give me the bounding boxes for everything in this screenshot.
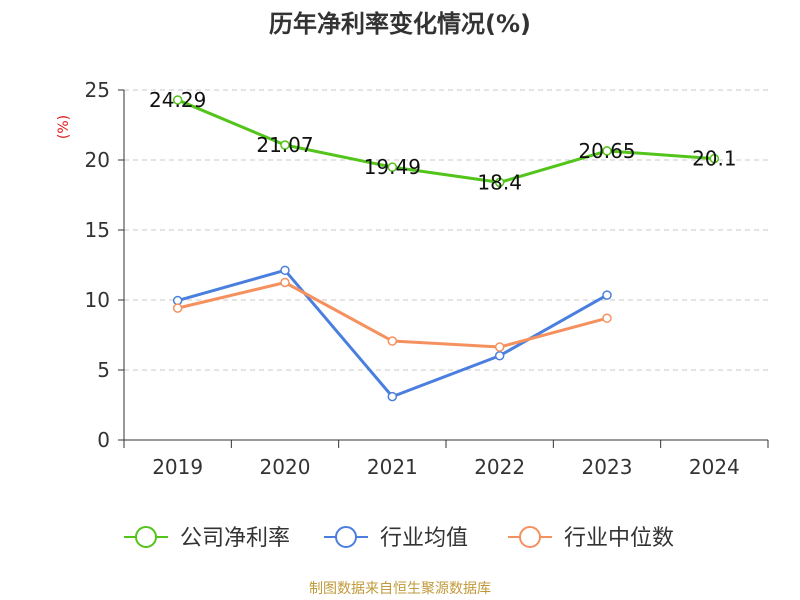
legend-label: 公司净利率 bbox=[180, 526, 290, 551]
data-point bbox=[172, 295, 183, 306]
legend-marker bbox=[335, 526, 357, 548]
data-point bbox=[602, 290, 612, 300]
y-tick-label: 10 bbox=[85, 288, 110, 312]
legend-item: 行业均值 bbox=[324, 526, 468, 551]
x-tick-label: 2024 bbox=[689, 455, 740, 479]
data-label: 20.65 bbox=[578, 139, 635, 163]
data-point bbox=[494, 350, 505, 361]
data-point bbox=[172, 303, 183, 313]
legend-item: 行业中位数 bbox=[508, 526, 674, 551]
data-label: 21.07 bbox=[256, 133, 313, 157]
data-labels: 24.29 21.07 19.49 18.4 20.65 20.1 bbox=[149, 88, 737, 194]
series-line bbox=[177, 268, 608, 399]
data-point bbox=[494, 177, 505, 188]
legend-label: 行业中位数 bbox=[564, 526, 674, 551]
data-label: 18.4 bbox=[477, 170, 522, 194]
data-point bbox=[602, 146, 612, 156]
series-lines bbox=[172, 95, 720, 402]
y-tick-label: 25 bbox=[85, 78, 110, 102]
data-point bbox=[602, 313, 612, 323]
data-label: 19.49 bbox=[364, 155, 421, 179]
data-point bbox=[387, 336, 398, 346]
legend-marker bbox=[135, 526, 157, 548]
x-tick-label: 2021 bbox=[367, 455, 418, 479]
data-point bbox=[387, 162, 398, 172]
data-point bbox=[280, 265, 290, 276]
data-point bbox=[280, 140, 290, 150]
y-tick-label: 0 bbox=[97, 428, 110, 452]
legend: 公司净利率 行业均值 行业中位数 bbox=[124, 526, 674, 551]
y-axis-unit-label: (%) bbox=[56, 115, 72, 139]
data-point bbox=[280, 277, 290, 288]
grid-lines bbox=[124, 89, 768, 371]
x-tick-label: 2023 bbox=[582, 455, 633, 479]
y-tick-label: 20 bbox=[85, 148, 110, 172]
legend-label: 行业均值 bbox=[380, 526, 468, 551]
data-label: 20.1 bbox=[692, 147, 737, 171]
y-tick-label: 5 bbox=[97, 358, 110, 382]
x-tick-label: 2020 bbox=[260, 455, 311, 479]
y-tick-label: 15 bbox=[85, 218, 110, 242]
data-point bbox=[172, 95, 183, 105]
data-label: 24.29 bbox=[149, 88, 206, 112]
source-note: 制图数据来自恒生聚源数据库 bbox=[309, 581, 491, 597]
x-tick-label: 2019 bbox=[152, 455, 203, 479]
chart-title: 历年净利率变化情况(%) bbox=[269, 10, 531, 38]
legend-marker bbox=[519, 526, 541, 548]
x-tick-label: 2022 bbox=[474, 455, 525, 479]
axes: 0 5 10 15 20 25 2019 2020 2021 2022 2023 2024 bbox=[85, 78, 769, 479]
data-point bbox=[709, 153, 720, 164]
legend-item: 公司净利率 bbox=[124, 526, 290, 551]
data-point bbox=[494, 342, 505, 352]
series-line bbox=[177, 98, 715, 184]
data-point bbox=[387, 391, 398, 402]
